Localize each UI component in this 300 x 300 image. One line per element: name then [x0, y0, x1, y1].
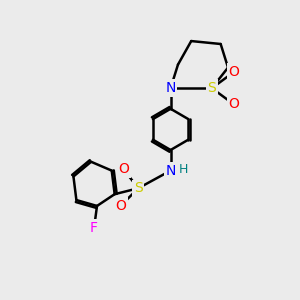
- Text: O: O: [229, 98, 239, 111]
- Text: S: S: [208, 81, 216, 95]
- Text: N: N: [165, 81, 176, 95]
- Text: N: N: [165, 164, 176, 178]
- Text: O: O: [118, 162, 129, 176]
- Text: O: O: [115, 199, 126, 213]
- Text: H: H: [179, 163, 188, 176]
- Text: O: O: [229, 65, 239, 79]
- Text: F: F: [90, 221, 98, 235]
- Text: S: S: [134, 181, 142, 195]
